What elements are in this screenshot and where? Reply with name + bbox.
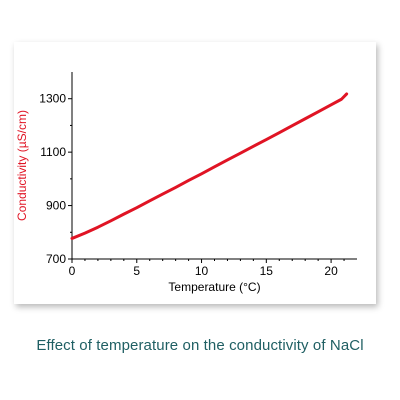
y-tick-label: 900 bbox=[46, 199, 66, 213]
x-tick-label: 10 bbox=[195, 264, 209, 278]
figure-caption: Effect of temperature on the conductivit… bbox=[36, 337, 364, 354]
series-group bbox=[70, 92, 349, 240]
y-ticks: 700 900 1100 1300 bbox=[39, 92, 72, 266]
x-tick-label: 20 bbox=[324, 264, 338, 278]
x-tick-label: 5 bbox=[133, 264, 140, 278]
series-line bbox=[70, 92, 349, 240]
x-axis-label: Temperature (°C) bbox=[168, 280, 260, 294]
x-tick-label: 0 bbox=[69, 264, 76, 278]
y-tick-label: 1300 bbox=[39, 92, 66, 106]
x-ticks: 0 5 10 15 20 bbox=[69, 259, 345, 278]
y-tick-label: 1100 bbox=[40, 145, 66, 159]
y-axis-label: Conductivity (µS/cm) bbox=[15, 110, 29, 221]
y-tick-label: 700 bbox=[46, 252, 66, 266]
chart-panel bbox=[14, 42, 376, 304]
x-tick-label: 15 bbox=[260, 264, 274, 278]
